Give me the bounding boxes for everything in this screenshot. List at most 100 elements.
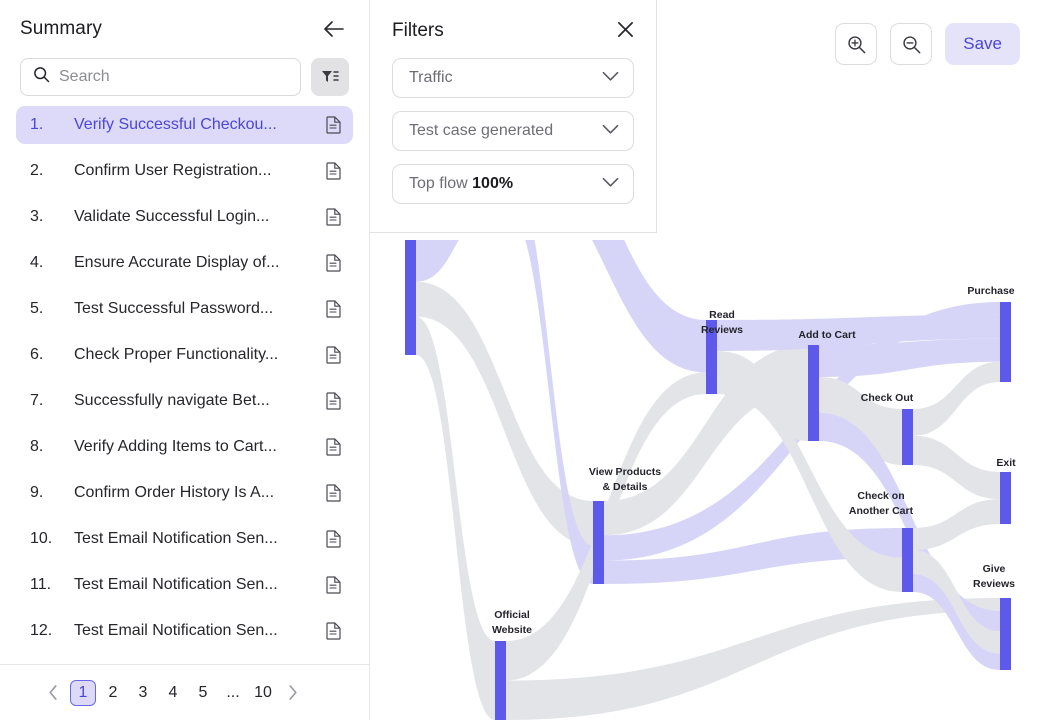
document-icon[interactable]: [323, 484, 343, 502]
filters-panel: Filters Traffic Test case generated Top fl…: [370, 0, 657, 233]
pagination-page[interactable]: 5: [198, 683, 208, 701]
list-item[interactable]: 2. Confirm User Registration...: [16, 152, 353, 190]
list-item-title: Test Successful Password...: [74, 300, 274, 317]
pagination-page[interactable]: 1: [70, 679, 96, 706]
sankey-node[interactable]: [902, 409, 913, 465]
pagination-page[interactable]: 3: [138, 683, 148, 701]
document-icon[interactable]: [323, 116, 343, 134]
filters-controls: Traffic Test case generated Top flow 100%: [392, 58, 634, 204]
sankey-link[interactable]: [913, 361, 1000, 436]
list-item-number: 3.: [30, 208, 44, 225]
list-item-title: Verify Adding Items to Cart...: [74, 438, 277, 455]
search-input[interactable]: Search: [20, 58, 301, 96]
sankey-node[interactable]: [1000, 302, 1011, 382]
list-item-number: 6.: [30, 346, 44, 363]
list-item[interactable]: 6. Check Proper Functionality...: [16, 336, 353, 374]
list-item[interactable]: 9. Confirm Order History Is A...: [16, 474, 353, 512]
test-case-list: 1. Verify Successful Checkou... 2. Confirm …: [0, 96, 369, 664]
sidebar-header: Summary: [0, 0, 369, 58]
document-icon[interactable]: [323, 300, 343, 318]
list-item-number: 1.: [30, 116, 44, 133]
list-item[interactable]: 7. Successfully navigate Bet...: [16, 382, 353, 420]
zoom-out-icon[interactable]: [890, 23, 933, 65]
sankey-link[interactable]: [416, 281, 593, 546]
pagination-next[interactable]: [280, 680, 306, 706]
list-item[interactable]: 10. Test Email Notification Sen...: [16, 520, 353, 558]
list-item-number: 12.: [30, 622, 53, 639]
search-icon: [33, 66, 50, 88]
sankey-link[interactable]: [506, 598, 1000, 720]
main-panel: Filters Traffic Test case generated Top fl…: [370, 0, 1040, 720]
sankey-link[interactable]: [913, 435, 1000, 500]
sankey-node[interactable]: [1000, 472, 1011, 524]
arrow-left-icon[interactable]: [319, 14, 349, 44]
sankey-node[interactable]: [706, 320, 717, 394]
sankey-node[interactable]: [405, 240, 416, 355]
document-icon[interactable]: [323, 208, 343, 226]
sankey-link[interactable]: [416, 316, 495, 720]
sankey-node[interactable]: [495, 641, 506, 720]
list-item[interactable]: 1. Verify Successful Checkou...: [16, 106, 353, 144]
pagination-page[interactable]: 4: [168, 683, 178, 701]
filter-select[interactable]: Test case generated: [392, 111, 634, 151]
summary-sidebar: Summary Search: [0, 0, 370, 720]
document-icon[interactable]: [323, 576, 343, 594]
sankey-link[interactable]: [604, 528, 902, 584]
sankey-node[interactable]: [808, 345, 819, 441]
document-icon[interactable]: [323, 254, 343, 272]
sankey-link[interactable]: [819, 412, 1000, 632]
sankey-link[interactable]: [416, 240, 495, 282]
filter-select-label: Test case generated: [409, 122, 554, 139]
sankey-link[interactable]: [819, 338, 1000, 377]
canvas-toolbar: Save: [835, 23, 1020, 65]
list-item-title: Test Email Notification Sen...: [74, 622, 278, 639]
list-item[interactable]: 5. Test Successful Password...: [16, 290, 353, 328]
list-item[interactable]: 12. Test Email Notification Sen...: [16, 612, 353, 650]
list-item-number: 7.: [30, 392, 44, 409]
filters-header: Filters: [392, 20, 634, 42]
list-item-title: Test Email Notification Sen...: [74, 576, 278, 593]
sankey-canvas[interactable]: StartMobile AppOfficialWebsiteView Produ…: [370, 240, 1040, 720]
sankey-link[interactable]: [913, 574, 1000, 670]
sankey-link[interactable]: [717, 376, 902, 592]
pagination-prev[interactable]: [40, 680, 66, 706]
sankey-node-label: Read Reviews: [701, 309, 743, 336]
list-item[interactable]: 11. Test Email Notification Sen...: [16, 566, 353, 604]
sankey-link[interactable]: [717, 314, 1000, 352]
sankey-link[interactable]: [506, 240, 706, 373]
document-icon[interactable]: [323, 162, 343, 180]
pagination: 1 2 3 4 5... 10: [0, 664, 369, 720]
list-item[interactable]: 8. Verify Adding Items to Cart...: [16, 428, 353, 466]
document-icon[interactable]: [323, 438, 343, 456]
document-icon[interactable]: [323, 530, 343, 548]
filter-select[interactable]: Top flow 100%: [392, 164, 634, 204]
sankey-node[interactable]: [593, 501, 604, 584]
document-icon[interactable]: [323, 622, 343, 640]
filter-select[interactable]: Traffic: [392, 58, 634, 98]
sankey-link[interactable]: [506, 240, 593, 584]
sankey-link[interactable]: [913, 550, 1000, 654]
list-item-number: 2.: [30, 162, 44, 179]
sankey-node[interactable]: [1000, 598, 1011, 670]
list-item[interactable]: 3. Validate Successful Login...: [16, 198, 353, 236]
filter-select-text: Top flow: [409, 175, 468, 192]
list-item-number: 4.: [30, 254, 44, 271]
close-icon[interactable]: [617, 21, 634, 42]
sankey-node-label: Purchase: [967, 285, 1014, 297]
chevron-down-icon: [602, 175, 619, 193]
sankey-node[interactable]: [902, 528, 913, 592]
pagination-page[interactable]: 2: [108, 683, 118, 701]
sankey-node-label: Check on Another Cart: [849, 490, 914, 517]
pagination-page[interactable]: 10: [254, 683, 272, 701]
save-button[interactable]: Save: [945, 23, 1020, 65]
zoom-in-icon[interactable]: [835, 23, 878, 65]
sankey-node-label: Exit: [996, 457, 1016, 469]
filter-select-value: 100%: [472, 175, 514, 192]
sankey-link[interactable]: [819, 377, 902, 465]
document-icon[interactable]: [323, 346, 343, 364]
document-icon[interactable]: [323, 392, 343, 410]
sankey-link[interactable]: [913, 499, 1000, 550]
sankey-node-label: Official Website: [492, 609, 532, 636]
list-item[interactable]: 4. Ensure Accurate Display of...: [16, 244, 353, 282]
filter-list-icon[interactable]: [311, 58, 349, 96]
